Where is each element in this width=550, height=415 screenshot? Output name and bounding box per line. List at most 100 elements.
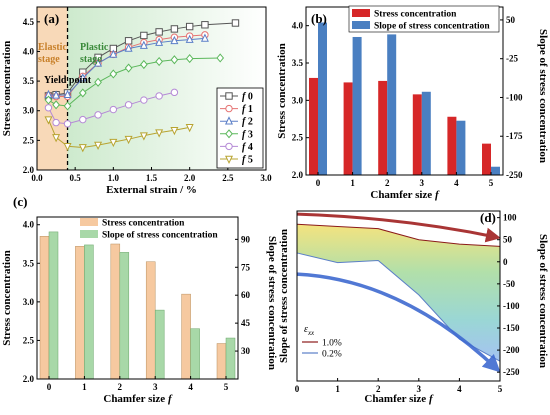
x-tick-label: 1.0	[108, 173, 120, 183]
legend-marker	[225, 104, 233, 113]
data-point	[52, 118, 60, 127]
data-point	[124, 135, 133, 145]
data-point	[63, 142, 72, 152]
data-point	[94, 141, 103, 151]
data-point	[124, 63, 133, 73]
y-tick-label: 2.0	[23, 374, 35, 384]
data-point	[124, 101, 133, 109]
data-point	[170, 88, 179, 97]
y-tick-label: -100	[503, 301, 520, 311]
bar-stress	[216, 343, 227, 380]
data-point	[63, 89, 72, 99]
data-point	[52, 90, 61, 99]
legend-swatch	[352, 9, 370, 17]
x-axis-label: Chamfer size f	[364, 393, 434, 405]
y-tick-label: 3.0	[23, 106, 35, 116]
data-point	[170, 25, 179, 33]
data-point	[185, 22, 194, 31]
y-tick-label: -150	[503, 323, 520, 333]
legend-entry: 0.2%	[322, 350, 342, 360]
legend-swatch	[80, 218, 98, 226]
y2-tick-label: 90	[241, 234, 251, 244]
data-point	[94, 111, 102, 119]
y-tick-label: 0	[503, 257, 508, 267]
bar-stress	[181, 293, 191, 380]
legend-marker	[225, 92, 233, 100]
data-point	[170, 35, 179, 45]
legend-swatch	[352, 21, 370, 29]
y-axis-label: Stress concentration	[1, 250, 13, 345]
legend-entry: f 2	[242, 117, 253, 128]
data-point	[140, 96, 148, 104]
data-point	[155, 37, 164, 46]
y-tick-label: 2.0	[23, 165, 35, 175]
x-tick-label: 4	[454, 178, 459, 188]
data-point	[124, 37, 133, 45]
y2-axis-label: Slope of stress concentration	[537, 29, 549, 163]
bar-slope	[352, 36, 362, 175]
y-axis-label-right: Slope of stress concentration	[537, 234, 549, 368]
bar-stress	[447, 116, 457, 175]
bar-slope	[48, 231, 59, 380]
data-point	[231, 19, 240, 27]
legend-entry: f 0	[242, 92, 253, 103]
elastic-label: stage	[38, 54, 60, 65]
legend-entry: Slope of stress concentration	[102, 231, 218, 241]
y-tick-label: -50	[503, 279, 515, 289]
panel-label: (a)	[44, 11, 59, 26]
y-tick-label: 2.5	[23, 335, 35, 345]
data-point	[170, 55, 179, 65]
x-tick-label: 3	[417, 384, 422, 394]
y-axis-label-left: Slope of stress concentration	[278, 229, 290, 363]
x-tick-label: 2.5	[222, 173, 234, 183]
data-point	[94, 77, 102, 87]
legend-box	[216, 87, 264, 169]
data-point	[79, 115, 87, 124]
bar-slope	[491, 166, 500, 175]
plot-frame	[36, 216, 239, 380]
y2-tick-label: 50	[506, 15, 516, 25]
plastic-label: Plastic	[80, 42, 109, 53]
y2-axis-label: Slope of stress concentration	[266, 236, 278, 370]
legend-box	[348, 5, 500, 33]
legend-entry: f 3	[242, 129, 253, 140]
y-tick-label: 4.0	[23, 220, 35, 230]
legend-entry: Slope of stress concentration	[374, 22, 490, 32]
x-tick-label: 3.0	[260, 173, 272, 183]
x-tick-label: 2.0	[184, 173, 196, 183]
data-point	[201, 21, 209, 29]
data-point	[109, 105, 118, 114]
y2-tick-label: -100	[506, 92, 523, 102]
y-axis-label: Stress concentration	[1, 41, 13, 136]
y2-tick-label: 75	[241, 262, 251, 272]
data-point	[200, 33, 209, 42]
bar-slope	[190, 328, 200, 380]
y-tick-label: 100	[503, 213, 517, 223]
legend-entry: f 1	[242, 104, 253, 115]
y-tick-label: 50	[503, 235, 513, 245]
x-axis-label: Chamfer size f	[370, 189, 440, 201]
data-point	[155, 92, 163, 100]
y-tick-label: 3.5	[23, 258, 35, 268]
bar-stress	[309, 77, 318, 175]
legend-marker	[225, 116, 233, 125]
series-line-1.0	[296, 223, 501, 247]
y-tick-label: 4.0	[292, 21, 304, 31]
x-tick-label: 0	[295, 384, 300, 394]
data-point	[44, 116, 53, 125]
data-point	[139, 40, 148, 49]
data-point	[140, 59, 148, 70]
data-point	[52, 134, 61, 143]
y-tick-label: 3.0	[292, 95, 304, 105]
data-point	[94, 58, 103, 67]
bar-stress	[110, 243, 121, 380]
data-point	[155, 129, 164, 138]
bar-stress	[39, 236, 50, 380]
x-tick-label: 2	[376, 384, 381, 394]
bar-stress	[75, 246, 85, 380]
bar-slope	[318, 22, 327, 176]
data-point	[78, 88, 87, 98]
y2-tick-label: 30	[241, 346, 251, 356]
data-point	[63, 101, 72, 111]
